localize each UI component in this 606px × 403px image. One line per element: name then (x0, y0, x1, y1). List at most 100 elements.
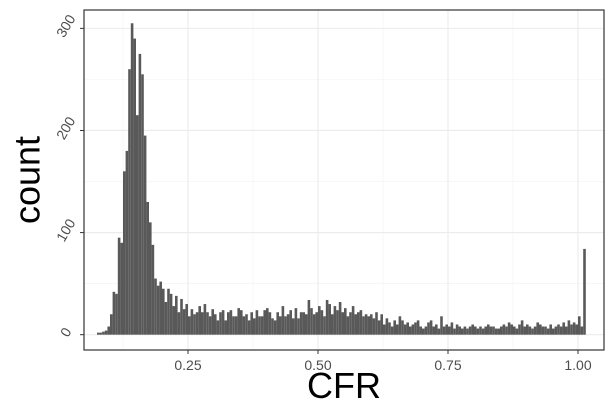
histogram-bar (271, 318, 274, 335)
x-axis-ticks: 0.25 0.50 0.75 1.00 (174, 350, 592, 373)
histogram-bar (367, 316, 370, 335)
histogram-bar (466, 328, 469, 335)
histogram-bar (268, 312, 272, 335)
histogram-bar (526, 324, 529, 335)
histogram-bar (432, 326, 435, 335)
histogram-bar (494, 328, 498, 335)
y-tick-label: 100 (53, 216, 79, 244)
histogram-bar (416, 320, 420, 335)
y-tick-label: 0 (57, 325, 75, 340)
histogram-bar (362, 316, 365, 335)
histogram-bar (102, 331, 105, 335)
histogram-bar (250, 312, 253, 335)
histogram-bar (388, 322, 391, 335)
histogram-bar (546, 328, 550, 335)
histogram-bar (411, 324, 415, 335)
histogram-bar (544, 326, 547, 335)
histogram-bar (315, 312, 318, 335)
histogram-bar (437, 328, 441, 335)
histogram-bar (279, 316, 282, 335)
histogram-bar (539, 324, 542, 335)
histogram-bar (375, 312, 378, 335)
histogram-bar (164, 302, 168, 335)
histogram-bar (580, 326, 584, 335)
histogram-bar (320, 310, 324, 335)
histogram-bar (383, 324, 386, 335)
histogram-bar (357, 312, 360, 335)
histogram-bar (130, 23, 134, 335)
histogram-bar (346, 316, 350, 335)
histogram-bar (190, 309, 194, 335)
y-tick-label: 300 (53, 12, 79, 40)
histogram-bar (567, 320, 571, 335)
histogram-bar (138, 53, 142, 335)
histogram-bar (338, 302, 342, 335)
histogram-bar (305, 314, 308, 335)
histogram-bar (562, 322, 565, 335)
histogram-bar (476, 328, 480, 335)
histogram-bar (463, 326, 467, 335)
x-tick-label: 0.50 (304, 357, 331, 373)
histogram-bar (565, 326, 568, 335)
histogram-bar (424, 326, 428, 335)
histogram-bar (242, 316, 246, 335)
histogram-bar (502, 324, 506, 335)
histogram-bar (344, 308, 347, 335)
histogram-bar (505, 326, 508, 335)
histogram-bar (133, 38, 136, 335)
histogram-bar (406, 322, 409, 335)
histogram-bar (273, 320, 277, 335)
x-tick-label: 0.25 (174, 357, 201, 373)
histogram-bar (515, 328, 519, 335)
histogram-bar (422, 328, 425, 335)
histogram-bar (219, 312, 222, 335)
histogram-bar (216, 320, 220, 335)
histogram-bar (533, 326, 537, 335)
histogram-bar (414, 322, 417, 335)
histogram-bar (141, 74, 144, 335)
histogram-bar (299, 312, 303, 335)
x-axis-title: CFR (307, 365, 381, 403)
histogram-bar (572, 322, 576, 335)
histogram-bar (401, 320, 404, 335)
histogram-bar (331, 314, 334, 335)
histogram-bar (448, 326, 451, 335)
histogram-bar (143, 135, 147, 335)
y-axis-title: count (7, 136, 48, 224)
histogram-bar (110, 314, 113, 335)
histogram-bar (333, 306, 337, 335)
histogram-bar (112, 291, 116, 335)
histogram-bar (185, 304, 188, 335)
histogram-bar (461, 328, 464, 335)
histogram-bar (479, 326, 482, 335)
histogram-bar (396, 324, 399, 335)
histogram-bar (99, 332, 103, 335)
histogram-bar (541, 326, 545, 335)
histogram-bar (559, 326, 563, 335)
histogram-bar (554, 326, 558, 335)
histogram-bar (177, 312, 181, 335)
histogram-bar (528, 326, 532, 335)
histogram-bar (263, 310, 266, 335)
histogram-bar (149, 222, 152, 335)
histogram-bar (552, 328, 555, 335)
histogram-bar (393, 320, 396, 335)
histogram-bar (557, 324, 560, 335)
histogram-bar (182, 309, 186, 335)
histogram-bar (481, 328, 485, 335)
histogram-bar (427, 322, 430, 335)
histogram-bar (523, 326, 526, 335)
histogram-bar (307, 299, 311, 335)
histogram-bar (484, 326, 487, 335)
histogram-bar (398, 316, 402, 335)
histogram-bar (471, 324, 474, 335)
histogram-bar (570, 324, 573, 335)
histogram-bar (336, 310, 339, 335)
histogram-bar (513, 326, 516, 335)
histogram-bar (159, 281, 162, 335)
histogram-bar (292, 318, 295, 335)
histogram-bar (237, 308, 240, 335)
histogram-bar (409, 326, 412, 335)
histogram-bar (195, 312, 199, 335)
histogram-bar (289, 310, 292, 335)
